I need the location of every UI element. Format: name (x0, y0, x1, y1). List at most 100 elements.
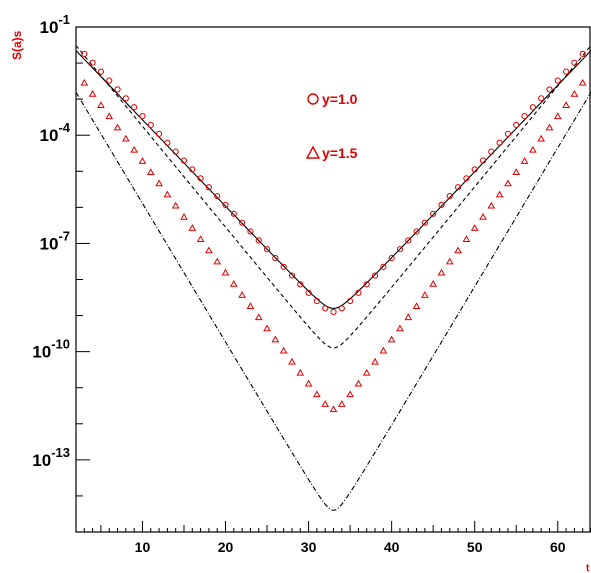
triangle-marker (171, 201, 180, 209)
circle-marker (355, 289, 362, 296)
legend-triangle-icon (305, 145, 321, 159)
triangle-marker (520, 157, 529, 164)
circle-marker (471, 166, 478, 173)
triangle-marker (155, 179, 163, 187)
triangle-marker (329, 405, 338, 413)
y-tick-label: 10-10 (32, 337, 70, 362)
circle-marker (562, 68, 570, 75)
circle-marker (571, 59, 578, 66)
triangle-marker (205, 246, 213, 254)
triangle-marker (138, 157, 147, 164)
y-tick-label: 10-4 (40, 120, 71, 145)
circle-marker (164, 139, 171, 146)
triangle-marker (412, 302, 421, 310)
triangle-marker (545, 123, 554, 131)
y-tick-label: 10-1 (40, 12, 70, 37)
circle-marker (239, 219, 246, 226)
circle-marker (363, 281, 370, 288)
triangle-marker (495, 190, 504, 198)
dashdot-curve-4 (76, 92, 591, 511)
triangle-marker (221, 268, 230, 276)
triangle-marker (288, 357, 296, 365)
x-tick-label: 40 (384, 539, 400, 555)
circle-marker (247, 228, 254, 235)
triangle-marker (553, 112, 562, 120)
triangle-marker (304, 379, 313, 387)
circle-marker (430, 210, 437, 217)
triangle-marker (105, 112, 114, 120)
triangle-marker (421, 291, 429, 298)
triangle-marker (163, 190, 172, 198)
triangle-marker (470, 224, 479, 231)
triangle-marker (196, 235, 205, 243)
circle-marker (347, 297, 354, 305)
circle-marker (280, 263, 287, 270)
legend-label: y=1.5 (322, 145, 358, 161)
triangle-marker (462, 235, 471, 243)
circle-marker (371, 272, 379, 279)
x-tick-label: 20 (218, 539, 234, 555)
triangle-marker (337, 400, 346, 407)
circle-marker (579, 50, 586, 57)
triangle-marker (279, 346, 288, 354)
triangle-marker (396, 324, 404, 332)
triangle-marker (188, 224, 197, 231)
y-tick-label: 10-13 (32, 445, 70, 470)
circle-marker (180, 157, 188, 164)
circle-marker (438, 201, 445, 209)
circle-marker (413, 228, 420, 235)
circle-marker (205, 184, 213, 191)
circle-marker (147, 121, 154, 129)
triangle-marker (379, 346, 388, 354)
circle-marker (446, 192, 453, 200)
triangle-marker (562, 101, 570, 108)
triangle-marker (504, 179, 512, 187)
circle-marker (263, 246, 271, 253)
triangle-marker (437, 268, 446, 276)
circle-marker (288, 272, 296, 279)
circle-marker (297, 281, 304, 288)
circle-marker (222, 201, 229, 209)
triangle-marker (263, 324, 271, 332)
triangle-marker (387, 335, 396, 343)
curves-layer (76, 45, 591, 511)
triangle-marker (313, 390, 321, 398)
triangle-marker (362, 368, 371, 376)
circle-marker (214, 192, 221, 200)
circle-marker (97, 68, 105, 75)
legend-label: y=1.0 (322, 91, 358, 107)
circle-marker (488, 148, 495, 155)
triangle-marker (512, 168, 521, 176)
triangle-marker (97, 101, 105, 108)
triangle-marker (229, 279, 238, 287)
circle-marker (131, 104, 138, 111)
circle-marker (538, 95, 545, 102)
x-tick-label: 30 (301, 539, 317, 555)
triangle-marker (271, 335, 280, 343)
circle-marker (106, 77, 113, 84)
circle-marker (330, 308, 337, 316)
triangle-marker (578, 78, 587, 86)
circle-marker (405, 237, 412, 244)
triangle-marker (130, 145, 139, 153)
y-axis-label-text: S(a)s (10, 30, 24, 60)
circle-marker (454, 184, 462, 191)
circle-marker (479, 157, 487, 164)
triangle-marker (254, 313, 263, 321)
circle-marker (255, 237, 262, 244)
triangle-marker (213, 257, 222, 265)
circle-marker (380, 263, 387, 270)
triangle-marker (354, 379, 363, 387)
x-tick-label: 60 (550, 539, 566, 555)
solid-curve-1 (76, 50, 591, 309)
triangle-marker (321, 400, 330, 407)
circle-marker (197, 175, 204, 182)
triangle-marker (113, 123, 122, 131)
circle-marker (504, 130, 512, 137)
triangle-marker (121, 134, 130, 142)
circle-marker (338, 305, 345, 312)
triangle-marker (429, 279, 438, 287)
y-axis: 10-1 10-4 10-7 10-10 10-13 (32, 12, 90, 533)
triangle-marker (80, 78, 89, 86)
